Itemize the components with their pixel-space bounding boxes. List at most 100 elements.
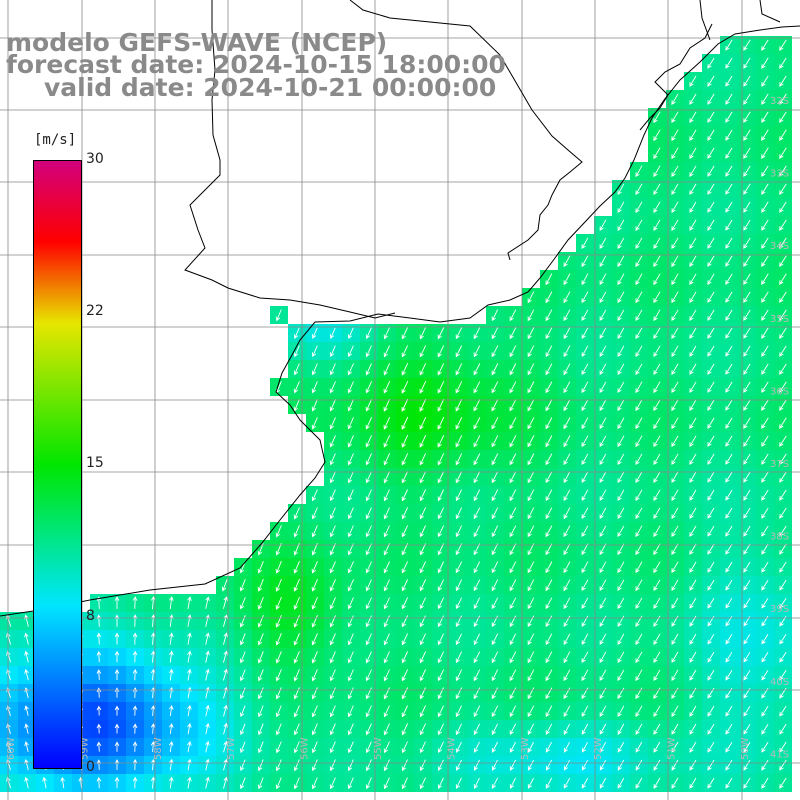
wind-arrow: [275, 651, 282, 664]
wind-arrow: [707, 93, 715, 105]
wind-arrow: [671, 507, 679, 520]
wind-arrow: [527, 759, 534, 771]
wind-arrow: [779, 471, 787, 483]
wind-arrow: [187, 632, 192, 645]
wind-arrow: [24, 741, 29, 753]
wind-arrow: [707, 201, 715, 213]
wind-arrow: [205, 632, 210, 645]
wind-arrow: [779, 363, 787, 375]
wind-arrow: [653, 633, 661, 646]
wind-arrow: [599, 525, 607, 538]
wind-arrow: [293, 578, 300, 592]
wind-arrow: [365, 435, 373, 448]
wind-arrow: [581, 399, 589, 412]
wind-arrow: [581, 705, 589, 718]
wind-arrow: [257, 669, 264, 682]
wind-arrow: [545, 579, 553, 592]
wind-arrow: [653, 327, 661, 340]
wind-arrow: [347, 345, 354, 358]
wind-arrow: [347, 507, 354, 520]
wind-arrow: [725, 345, 733, 357]
colorbar-tick-15: 15: [86, 455, 104, 471]
wind-arrow: [689, 93, 697, 105]
wind-arrow: [437, 759, 444, 772]
wind-arrow: [401, 615, 409, 628]
wind-arrow: [383, 398, 391, 412]
wind-arrow: [401, 651, 409, 664]
wind-arrow: [347, 471, 354, 484]
wind-arrow: [132, 741, 138, 752]
wind-arrow: [491, 597, 499, 610]
wind-arrow: [329, 435, 336, 448]
longitude-label: 58W: [153, 737, 164, 760]
wind-arrow: [689, 651, 697, 663]
wind-arrow: [205, 722, 210, 735]
wind-arrow: [779, 345, 787, 357]
wind-arrow: [169, 668, 174, 681]
wind-arrow: [743, 507, 751, 519]
wind-arrow: [96, 776, 102, 789]
wind-arrow: [779, 705, 787, 717]
wind-arrow: [653, 615, 661, 628]
colorbar-unit: [m/s]: [34, 132, 77, 148]
wind-arrow: [617, 345, 625, 358]
wind-arrow: [599, 489, 607, 502]
wind-arrow: [419, 453, 427, 466]
wind-arrow: [419, 615, 427, 628]
wind-arrow: [653, 561, 661, 574]
wind-arrow: [329, 399, 336, 412]
wind-arrow: [671, 219, 679, 232]
longitude-label: 51W: [667, 737, 678, 760]
wind-arrow: [725, 471, 733, 483]
wind-arrow: [761, 327, 769, 339]
wind-arrow: [779, 597, 787, 609]
wind-arrow: [653, 381, 661, 394]
wind-arrow: [169, 632, 174, 645]
wind-arrow: [509, 615, 517, 628]
wind-arrow: [743, 417, 751, 429]
wind-arrow: [491, 741, 498, 753]
wind-arrow: [581, 615, 589, 628]
wind-arrow: [293, 651, 300, 664]
wind-arrow: [635, 633, 643, 646]
wind-arrow: [671, 453, 679, 466]
wind-arrow: [205, 740, 210, 753]
wind-arrow: [347, 759, 354, 772]
wind-arrow: [545, 489, 553, 502]
wind-arrow: [491, 417, 499, 430]
wind-arrow: [473, 507, 481, 520]
wind-arrow: [671, 201, 679, 214]
wind-arrow: [779, 147, 787, 160]
wind-arrow: [383, 633, 390, 646]
wind-arrow: [401, 633, 409, 646]
wind-arrow: [239, 633, 246, 646]
wind-arrow: [401, 416, 409, 430]
wind-arrow: [761, 183, 769, 195]
longitude-label: 56W: [300, 737, 311, 760]
wind-arrow: [545, 561, 553, 574]
wind-arrow: [132, 668, 138, 681]
wind-arrow: [383, 327, 390, 340]
wind-arrow: [383, 525, 390, 538]
wind-arrow: [653, 579, 661, 591]
wind-arrow: [779, 93, 787, 105]
wind-arrow: [635, 543, 643, 556]
wind-arrow: [187, 776, 192, 789]
wind-arrow: [671, 651, 679, 663]
wind-arrow: [599, 291, 607, 304]
colorbar-tick-8: 8: [86, 608, 95, 624]
wind-arrow: [653, 507, 661, 520]
wind-arrow: [401, 705, 409, 718]
wind-arrow: [707, 417, 715, 429]
wind-arrow: [635, 687, 643, 700]
wind-arrow: [365, 327, 372, 340]
wind-arrow: [653, 777, 661, 789]
wind-arrow: [653, 129, 661, 142]
wind-arrow: [617, 291, 625, 304]
wind-arrow: [617, 615, 625, 628]
wind-arrow: [150, 705, 156, 716]
wind-arrow: [473, 525, 481, 538]
wind-arrow: [689, 453, 697, 465]
wind-arrow: [419, 363, 427, 376]
wind-arrow: [581, 237, 589, 250]
